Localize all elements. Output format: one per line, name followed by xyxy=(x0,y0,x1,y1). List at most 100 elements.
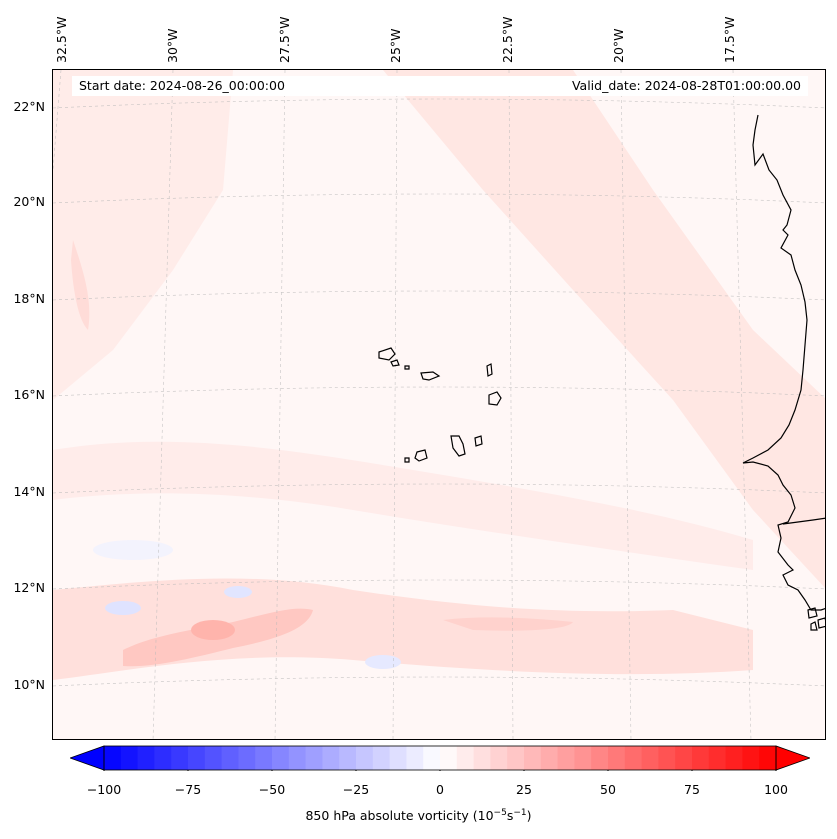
colorbar-tick-label: −50 xyxy=(258,782,286,797)
colorbar-cell xyxy=(389,746,407,770)
lon-label-20w: 20°W xyxy=(611,28,626,63)
colorbar-cell xyxy=(423,746,441,770)
lat-label-16n: 16°N xyxy=(13,387,45,402)
colorbar-tick-label: −100 xyxy=(86,782,122,797)
lat-label-10n: 10°N xyxy=(13,677,45,692)
meridian-27-5w xyxy=(274,70,286,739)
colorbar-title-end: ) xyxy=(526,808,532,824)
cape-verde-santo-antao xyxy=(378,347,396,361)
meridian-30w xyxy=(152,70,174,739)
colorbar-cell xyxy=(255,746,273,770)
colorbar-cell xyxy=(759,746,777,770)
cape-verde-sao-nicolau xyxy=(420,371,441,381)
map-panel xyxy=(52,69,826,740)
colorbar xyxy=(70,745,810,771)
cape-verde-sal xyxy=(486,363,493,377)
meridian-17-5w xyxy=(732,70,752,739)
colorbar-cell xyxy=(742,746,760,770)
lat-label-12n: 12°N xyxy=(13,580,45,595)
colorbar-cell xyxy=(221,746,239,770)
colorbar-cell xyxy=(456,746,475,770)
meridian-25w xyxy=(392,70,398,739)
colorbar-title: 850 hPa absolute vorticity (10−5s−1) xyxy=(0,808,837,823)
colorbar-tick-label: 75 xyxy=(684,782,700,797)
parallel-10n xyxy=(53,676,825,687)
date-info-bar xyxy=(72,76,808,96)
colorbar-cell xyxy=(574,746,592,770)
colorbar-cell xyxy=(188,746,206,770)
valid-date-label: Valid_date: 2024-08-28T01:00:00.00 xyxy=(571,78,801,93)
colorbar-cell xyxy=(154,746,172,770)
colorbar-cell xyxy=(104,746,122,770)
colorbar-cell xyxy=(692,746,710,770)
colorbar-cell xyxy=(641,746,659,770)
colorbar-cell xyxy=(372,746,391,770)
colorbar-title-unit: s xyxy=(506,808,514,824)
colorbar-cell xyxy=(725,746,743,770)
vorticity-negative-2 xyxy=(224,586,252,598)
vorticity-band-diagonal xyxy=(383,70,825,588)
vorticity-core-south xyxy=(191,620,235,640)
parallel-22n xyxy=(53,98,825,109)
colorbar-tick-label: 50 xyxy=(600,782,616,797)
colorbar-cell xyxy=(322,746,340,770)
colorbar-cell xyxy=(356,746,374,770)
cape-verde-brava xyxy=(404,457,410,463)
colorbar-cell xyxy=(171,746,189,770)
lat-label-22n: 22°N xyxy=(13,99,45,114)
colorbar-tick-label: 0 xyxy=(436,782,444,797)
start-date-label: Start date: 2024-08-26_00:00:00 xyxy=(79,78,285,93)
coastlines xyxy=(378,114,825,631)
vorticity-positive-streak xyxy=(71,240,90,330)
colorbar-cell xyxy=(120,746,139,770)
colorbar-cell xyxy=(238,746,256,770)
colorbar-cell xyxy=(708,746,727,770)
africa-coastline xyxy=(742,114,825,611)
cape-verde-maio xyxy=(474,435,483,447)
vorticity-field xyxy=(53,70,825,680)
vorticity-east-south xyxy=(443,617,573,631)
colorbar-cell xyxy=(288,746,307,770)
colorbar-cell xyxy=(473,746,491,770)
colorbar-tick-label: 25 xyxy=(516,782,532,797)
lat-label-14n: 14°N xyxy=(13,484,45,499)
colorbar-tick-label: −25 xyxy=(342,782,370,797)
cape-verde-santa-luzia xyxy=(404,365,410,370)
colorbar-cell xyxy=(440,746,458,770)
colorbar-cell xyxy=(339,746,357,770)
colorbar-cell xyxy=(490,746,508,770)
cape-verde-fogo xyxy=(414,449,428,462)
colorbar-cell xyxy=(675,746,693,770)
colorbar-cell xyxy=(624,746,643,770)
lat-label-18n: 18°N xyxy=(13,291,45,306)
colorbar-cell xyxy=(507,746,525,770)
colorbar-title-main: 850 hPa absolute vorticity (10 xyxy=(305,808,494,824)
colorbar-cell xyxy=(540,746,559,770)
parallel-16n xyxy=(53,386,825,397)
colorbar-tick-label: 100 xyxy=(764,782,788,797)
lon-label-30w: 30°W xyxy=(165,28,180,63)
colorbar-cell xyxy=(557,746,575,770)
colorbar-cell xyxy=(591,746,609,770)
parallel-14n xyxy=(53,483,825,494)
vorticity-negative-1 xyxy=(105,601,141,615)
lon-label-17-5w: 17.5°W xyxy=(722,16,737,63)
lon-label-25w: 25°W xyxy=(388,28,403,63)
graticule xyxy=(53,70,825,739)
colorbar-cell xyxy=(524,746,542,770)
colorbar-cells xyxy=(104,746,777,770)
africa-coast-east-edge xyxy=(782,517,825,525)
colorbar-extend-min xyxy=(70,745,105,771)
lon-label-27-5w: 27.5°W xyxy=(277,16,292,63)
parallel-12n xyxy=(53,579,825,590)
colorbar-title-exponent-2: −1 xyxy=(513,808,527,818)
vorticity-negative-3 xyxy=(365,655,401,669)
vorticity-negative-4 xyxy=(93,540,173,560)
bijagos-islands xyxy=(807,607,825,631)
meridian-20w xyxy=(620,70,632,739)
colorbar-cell xyxy=(204,746,223,770)
meridian-22-5w xyxy=(508,70,514,739)
colorbar-cell xyxy=(608,746,626,770)
colorbar-ticks xyxy=(103,770,777,771)
vorticity-south-band xyxy=(53,578,753,680)
